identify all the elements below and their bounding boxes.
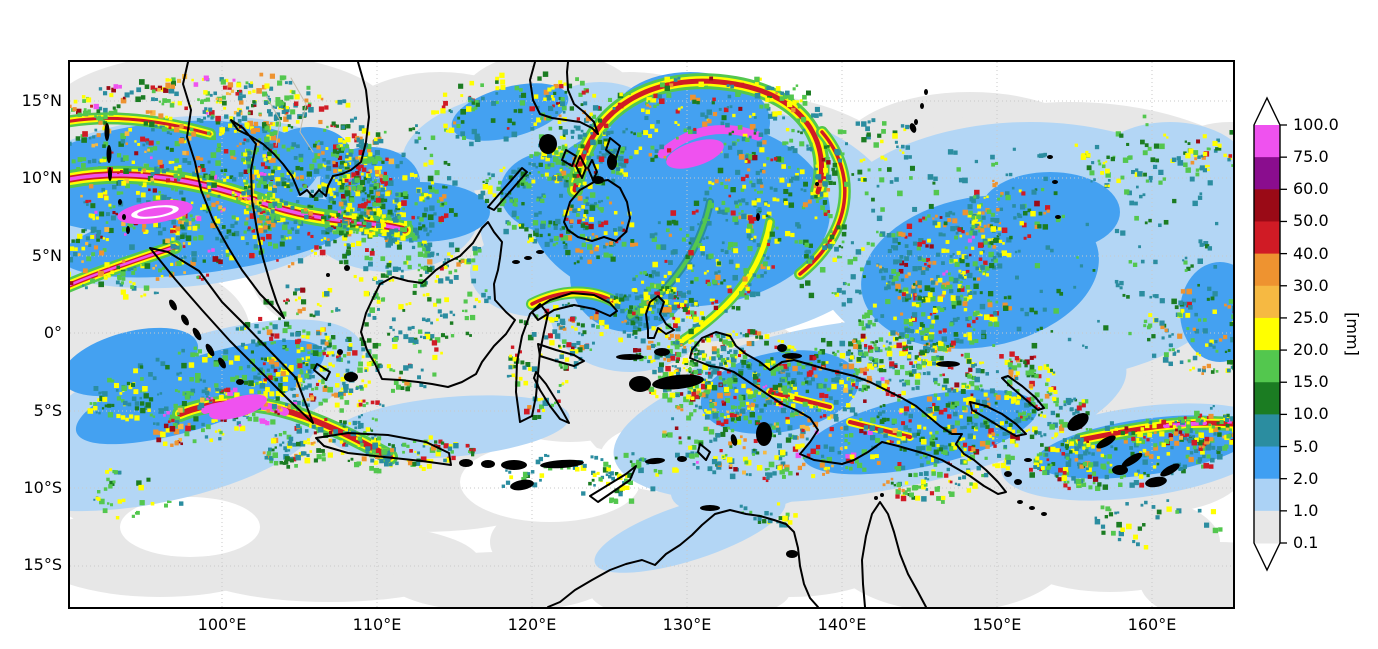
colorbar-tick-label: 10.0 [1293, 404, 1329, 424]
colorbar-tick-label: 100.0 [1293, 115, 1339, 134]
layer-isl [104, 89, 1180, 558]
colorbar-segment [1254, 221, 1280, 255]
colorbar [1253, 96, 1287, 572]
colorbar-tick-label: 75.0 [1293, 147, 1329, 167]
colorbar-segment [1254, 382, 1280, 415]
colorbar-segment [1254, 414, 1280, 448]
lat-tick-label: 0° [43, 323, 62, 342]
lat-tick-label: 10°S [23, 478, 62, 497]
colorbar-tick-label: 50.0 [1293, 211, 1329, 231]
lon-tick-label: 160°E [1127, 615, 1177, 634]
colorbar-tick-label: 20.0 [1293, 340, 1329, 360]
colorbar-segment [1254, 253, 1280, 287]
colorbar-tick-label: 2.0 [1293, 468, 1319, 488]
colorbar-segment [1254, 446, 1280, 480]
layer-coast [149, 62, 1045, 607]
precipitation-map [70, 62, 1233, 607]
colorbar-segment [1254, 189, 1280, 222]
lon-tick-label: 110°E [352, 615, 402, 634]
lat-tick-label: 15°S [23, 555, 62, 574]
lon-tick-label: 100°E [197, 615, 247, 634]
lat-tick-label: 5°S [33, 401, 62, 420]
colorbar-tick-label: 15.0 [1293, 372, 1329, 392]
colorbar-segment [1254, 478, 1280, 512]
colorbar-segment [1254, 350, 1280, 383]
colorbar-tick-label: 40.0 [1293, 243, 1329, 263]
lon-tick-label: 130°E [662, 615, 712, 634]
lon-tick-label: 150°E [972, 615, 1022, 634]
colorbar-unit-label: [mm] [1343, 312, 1363, 356]
lat-tick-label: 15°N [21, 91, 62, 110]
lon-tick-label: 140°E [817, 615, 867, 634]
colorbar-segment [1254, 125, 1280, 158]
map-canvas [68, 60, 1235, 609]
colorbar-tick-label: 30.0 [1293, 275, 1329, 295]
colorbar-tick-label: 1.0 [1293, 500, 1319, 520]
colorbar-segment [1254, 285, 1280, 319]
colorbar-tick-label: 0.1 [1293, 533, 1319, 552]
colorbar-tick-label: 60.0 [1293, 179, 1329, 199]
colorbar-segment [1254, 157, 1280, 190]
lat-tick-label: 10°N [21, 168, 62, 187]
colorbar-segment [1254, 510, 1280, 544]
colorbar-tick-label: 25.0 [1293, 307, 1329, 327]
colorbar-segment [1254, 317, 1280, 351]
lon-tick-label: 120°E [507, 615, 557, 634]
lat-tick-label: 5°N [31, 246, 62, 265]
colorbar-tick-label: 5.0 [1293, 436, 1319, 456]
